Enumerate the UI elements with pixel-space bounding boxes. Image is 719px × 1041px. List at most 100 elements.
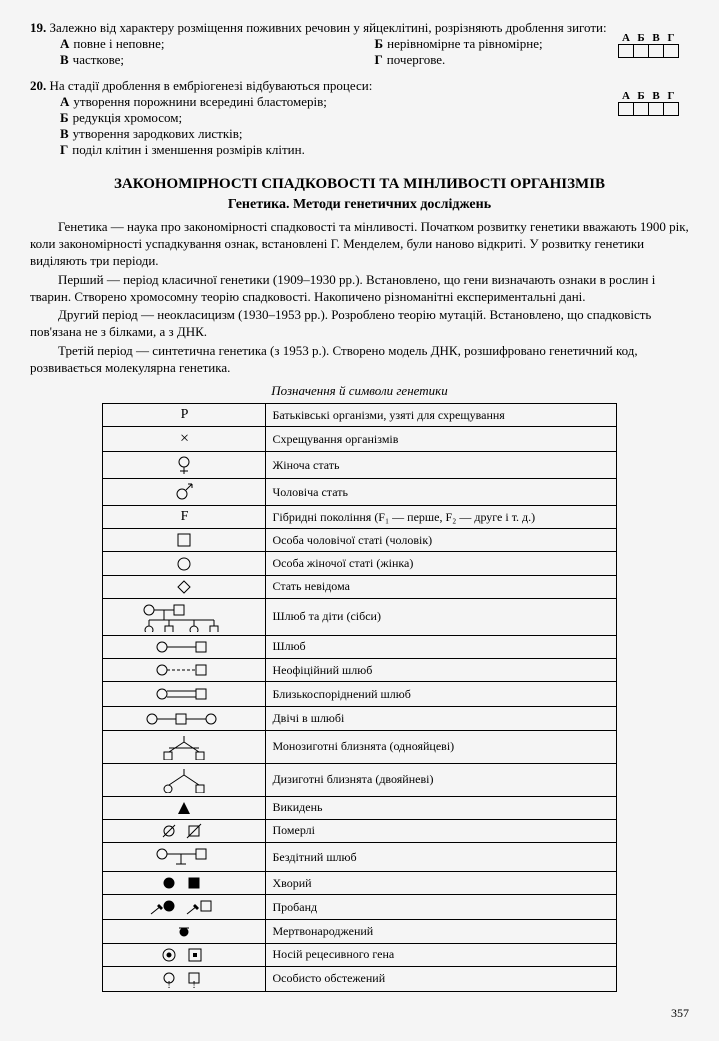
desc-cell: Викидень [266, 796, 616, 819]
table-row: PБатьківські організми, узяті для схрещу… [103, 404, 616, 427]
desc-cell: Померлі [266, 819, 616, 842]
table-row: Особа жіночої статі (жінка) [103, 552, 616, 575]
table-row: Викидень [103, 796, 616, 819]
desc-cell: Гібридні покоління (F₁ — перше, F₂ — дру… [266, 506, 616, 529]
table-row: Мертвонароджений [103, 920, 616, 943]
option-letter: В [60, 52, 69, 67]
table-row: Особа чоловічої статі (чоловік) [103, 529, 616, 552]
table-row: Хворий [103, 872, 616, 895]
table-row: Стать невідома [103, 575, 616, 598]
option-letter: Г [60, 142, 68, 157]
question-19: 19. Залежно від характеру розміщення пож… [30, 20, 689, 68]
table-row: Шлюб [103, 635, 616, 658]
table-row: Пробанд [103, 895, 616, 920]
q20-options: Аутворення порожнини всередині бластомер… [60, 94, 689, 158]
symbols-table: PБатьківські організми, узяті для схрещу… [102, 403, 616, 992]
table-row: Носій рецесивного гена [103, 943, 616, 966]
symbol-cell: !! [103, 966, 266, 991]
q20-optB: редукція хромосом; [73, 110, 183, 125]
desc-cell: Бездітний шлюб [266, 843, 616, 872]
page-number: 357 [30, 1006, 689, 1021]
q19-number: 19. [30, 20, 46, 35]
option-letter: В [60, 126, 69, 141]
paragraph-4: Третій період — синтетична генетика (з 1… [30, 343, 689, 377]
q19-options: Аповне і неповне; Бнерівномірне та рівно… [60, 36, 689, 68]
option-letter: Б [60, 110, 69, 125]
q19-optB: часткове; [73, 52, 124, 67]
q20-text: На стадії дроблення в ембріогенезі відбу… [50, 78, 373, 93]
desc-cell: Особа чоловічої статі (чоловік) [266, 529, 616, 552]
desc-cell: Особисто обстежений [266, 966, 616, 991]
symbol-cell [103, 763, 266, 796]
desc-cell: Стать невідома [266, 575, 616, 598]
symbol-cell [103, 659, 266, 682]
desc-cell: Дизиготні близнята (двояйневі) [266, 763, 616, 796]
table-row: Двічі в шлюбі [103, 707, 616, 730]
symbol-cell [103, 552, 266, 575]
symbol-cell [103, 575, 266, 598]
symbol-cell [103, 796, 266, 819]
svg-text:!: ! [168, 980, 171, 988]
desc-cell: Мертвонароджений [266, 920, 616, 943]
desc-cell: Неофіційний шлюб [266, 659, 616, 682]
paragraph-2: Перший — період класичної генетики (1909… [30, 272, 689, 306]
table-row: ×Схрещування організмів [103, 427, 616, 452]
table-caption: Позначення й символи генетики [30, 383, 689, 399]
symbol-cell [103, 479, 266, 506]
desc-cell: Хворий [266, 872, 616, 895]
q20-number: 20. [30, 78, 46, 93]
paragraph-3: Другий період — неокласицизм (1930–1953 … [30, 307, 689, 341]
desc-cell: Шлюб [266, 635, 616, 658]
desc-cell: Близькоспоріднений шлюб [266, 682, 616, 707]
symbol-cell [103, 730, 266, 763]
subtitle: Генетика. Методи генетичних досліджень [30, 197, 689, 213]
symbol-cell: P [103, 404, 266, 427]
desc-cell: Жіноча стать [266, 452, 616, 479]
desc-cell: Батьківські організми, узяті для схрещув… [266, 404, 616, 427]
option-letter: Г [375, 52, 383, 67]
q20-optV: утворення зародкових листків; [73, 126, 243, 141]
symbol-cell [103, 920, 266, 943]
symbol-cell [103, 682, 266, 707]
symbol-cell [103, 598, 266, 635]
q20-optG: поділ клітин і зменшення розмірів клітин… [72, 142, 305, 157]
q19-answer-grid[interactable]: АБВГ [618, 32, 679, 58]
symbol-cell [103, 843, 266, 872]
svg-text:!: ! [193, 980, 196, 988]
table-row: Померлі [103, 819, 616, 842]
table-row: FГібридні покоління (F₁ — перше, F₂ — др… [103, 506, 616, 529]
q20-optA: утворення порожнини всередині бластомері… [73, 94, 327, 109]
symbol-cell: × [103, 427, 266, 452]
section-title: ЗАКОНОМІРНОСТІ СПАДКОВОСТІ ТА МІНЛИВОСТІ… [30, 176, 689, 193]
table-row: Бездітний шлюб [103, 843, 616, 872]
symbol-cell [103, 635, 266, 658]
desc-cell: Схрещування організмів [266, 427, 616, 452]
symbol-cell [103, 707, 266, 730]
desc-cell: Пробанд [266, 895, 616, 920]
paragraph-1: Генетика — наука про закономірності спад… [30, 219, 689, 270]
table-row: Жіноча стать [103, 452, 616, 479]
question-20: 20. На стадії дроблення в ембріогенезі в… [30, 78, 689, 158]
symbol-cell [103, 943, 266, 966]
desc-cell: Чоловіча стать [266, 479, 616, 506]
option-letter: Б [375, 36, 384, 51]
symbol-cell [103, 529, 266, 552]
q20-answer-grid[interactable]: АБВГ [618, 90, 679, 116]
symbol-cell: F [103, 506, 266, 529]
desc-cell: Монозиготні близнята (однояйцеві) [266, 730, 616, 763]
symbol-cell [103, 819, 266, 842]
desc-cell: Особа жіночої статі (жінка) [266, 552, 616, 575]
symbol-cell [103, 895, 266, 920]
table-row: Дизиготні близнята (двояйневі) [103, 763, 616, 796]
desc-cell: Шлюб та діти (сібси) [266, 598, 616, 635]
table-row: Неофіційний шлюб [103, 659, 616, 682]
option-letter: А [60, 36, 69, 51]
table-row: Шлюб та діти (сібси) [103, 598, 616, 635]
q19-optBb: нерівномірне та рівномірне; [387, 36, 543, 51]
q19-text: Залежно від характеру розміщення поживни… [50, 20, 607, 35]
desc-cell: Носій рецесивного гена [266, 943, 616, 966]
symbol-cell [103, 452, 266, 479]
q19-optG: почергове. [387, 52, 446, 67]
table-row: Чоловіча стать [103, 479, 616, 506]
table-row: Монозиготні близнята (однояйцеві) [103, 730, 616, 763]
